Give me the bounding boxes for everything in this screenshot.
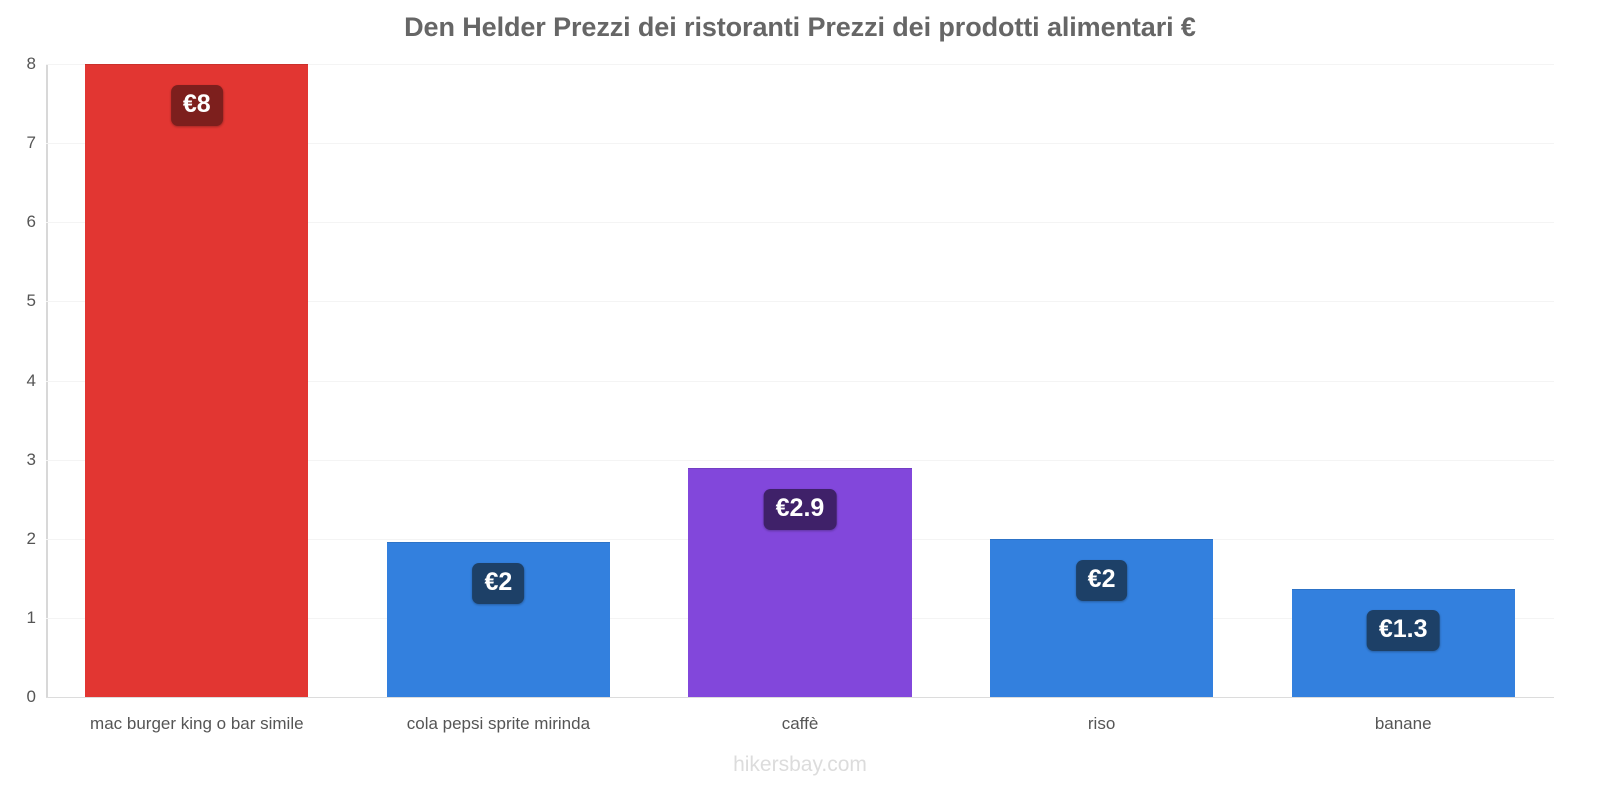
bar[interactable]: €1.3 bbox=[1291, 589, 1515, 697]
chart-title: Den Helder Prezzi dei ristoranti Prezzi … bbox=[404, 12, 1196, 42]
plot-area: €8 €2 €2.9 €2 €1.3 bbox=[46, 64, 1554, 698]
bar-value-label: €2 bbox=[472, 562, 525, 604]
x-axis-tick-label: mac burger king o bar simile bbox=[90, 714, 304, 733]
y-axis-tick-label: 7 bbox=[26, 133, 36, 153]
bars-group: €8 €2 €2.9 €2 €1.3 bbox=[46, 64, 1554, 697]
bar-value-label: €2.9 bbox=[763, 488, 837, 530]
x-axis-tick-label: riso bbox=[1087, 714, 1116, 733]
y-axis-tick-label: 1 bbox=[26, 607, 36, 627]
gridline bbox=[46, 64, 1554, 65]
bar[interactable]: €2.9 bbox=[688, 467, 912, 697]
gridline bbox=[46, 301, 1554, 303]
y-axis-tick-label: 4 bbox=[26, 370, 36, 390]
y-axis-tick-label: 5 bbox=[26, 291, 36, 311]
bar[interactable]: €2 bbox=[990, 538, 1214, 697]
footer-credit: hikersbay.com bbox=[733, 753, 867, 776]
gridline bbox=[46, 697, 1554, 698]
y-axis-tick-label: 6 bbox=[26, 212, 36, 232]
bar-value-label: €8 bbox=[170, 85, 223, 126]
bar-value-label: €1.3 bbox=[1366, 610, 1440, 652]
x-axis-tick-label: cola pepsi sprite mirinda bbox=[406, 714, 591, 733]
y-axis-ticks: 0 1 2 3 4 5 6 7 8 bbox=[0, 54, 36, 706]
gridline bbox=[46, 222, 1554, 224]
x-axis-tick-label: caffè bbox=[781, 714, 819, 733]
x-axis-tick-label: banane bbox=[1374, 714, 1432, 733]
bar-value-label: €2 bbox=[1075, 559, 1128, 601]
y-axis-tick-label: 3 bbox=[26, 449, 36, 469]
bar[interactable]: €8 bbox=[85, 64, 309, 697]
y-axis-tick-label: 8 bbox=[26, 54, 36, 73]
gridline bbox=[46, 380, 1554, 382]
y-axis-tick-label: 0 bbox=[26, 687, 36, 706]
y-axis-tick-label: 2 bbox=[26, 528, 36, 548]
gridline bbox=[46, 459, 1554, 461]
bar[interactable]: €2 bbox=[386, 541, 610, 697]
gridline bbox=[46, 143, 1554, 145]
x-axis-ticks: mac burger king o bar simile cola pepsi s… bbox=[46, 706, 1554, 742]
